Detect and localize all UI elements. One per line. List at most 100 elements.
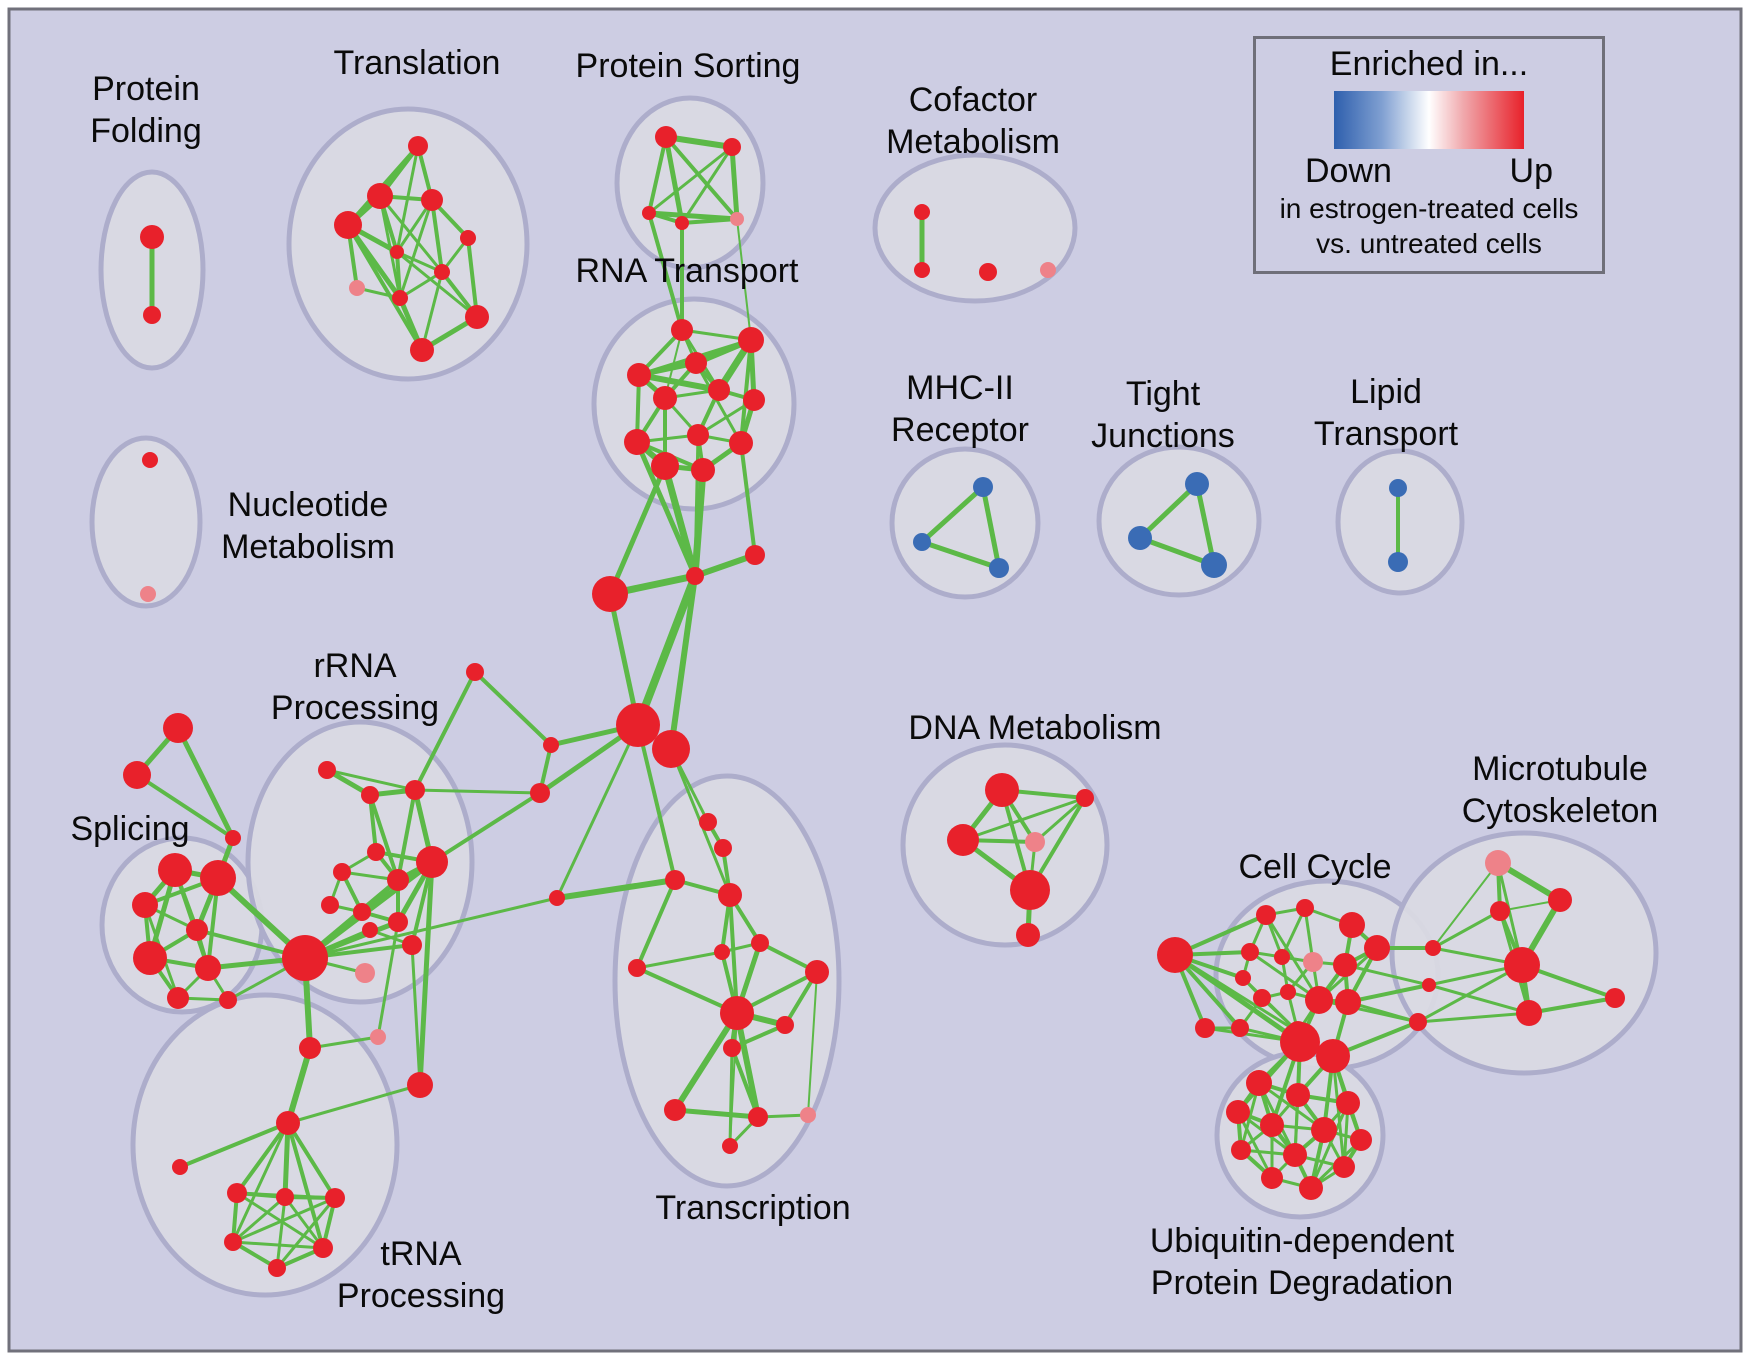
network-nodes bbox=[123, 126, 1625, 1277]
network-node bbox=[720, 996, 754, 1030]
cluster-label-ubiquitin-degradation: Ubiquitin-dependent Protein Degradation bbox=[1150, 1222, 1455, 1302]
network-edge bbox=[663, 134, 735, 150]
network-node bbox=[653, 386, 677, 410]
network-edge bbox=[607, 591, 641, 728]
network-node bbox=[714, 839, 732, 857]
network-edge bbox=[303, 896, 559, 960]
network-node bbox=[1336, 1091, 1360, 1115]
network-node bbox=[1516, 1000, 1542, 1026]
network-edge bbox=[635, 878, 677, 970]
network-node bbox=[722, 1138, 738, 1154]
network-node bbox=[1364, 935, 1390, 961]
network-node bbox=[123, 761, 151, 789]
legend-gradient-bar bbox=[1334, 91, 1524, 149]
cluster-label-cofactor-metabolism: Cofactor Metabolism bbox=[886, 81, 1060, 161]
network-node bbox=[914, 262, 930, 278]
network-edge bbox=[285, 1045, 313, 1126]
legend-caption-line1: in estrogen-treated cells bbox=[1279, 193, 1579, 224]
network-node bbox=[387, 869, 409, 891]
network-node bbox=[1303, 952, 1323, 972]
network-edge bbox=[607, 463, 668, 597]
network-node bbox=[1201, 552, 1227, 578]
network-edge bbox=[413, 788, 542, 795]
network-node bbox=[1339, 912, 1365, 938]
cluster-ellipse-cofactor-metabolism bbox=[872, 152, 1078, 304]
network-node bbox=[1235, 970, 1251, 986]
network-node bbox=[628, 959, 646, 977]
network-node bbox=[268, 1259, 286, 1277]
network-edge bbox=[1173, 953, 1300, 1034]
cluster-label-lipid-transport: Lipid Transport bbox=[1314, 373, 1459, 453]
network-node bbox=[224, 1233, 242, 1251]
network-node bbox=[685, 352, 707, 374]
network-edge bbox=[919, 539, 1002, 571]
network-edge bbox=[1309, 1101, 1350, 1190]
network-node bbox=[318, 761, 336, 779]
legend-endpoints: Down Up bbox=[1305, 152, 1553, 191]
network-node bbox=[158, 853, 192, 887]
network-edge bbox=[1343, 963, 1431, 987]
network-edge bbox=[919, 484, 986, 545]
network-node bbox=[276, 1188, 294, 1206]
network-edge bbox=[663, 134, 685, 226]
network-edge bbox=[376, 920, 400, 1039]
network-node bbox=[1010, 870, 1050, 910]
network-edge bbox=[282, 1120, 291, 1200]
network-node bbox=[616, 703, 660, 747]
network-node bbox=[1246, 1070, 1272, 1096]
network-edge bbox=[730, 1023, 787, 1050]
cluster-ellipse-transcription bbox=[612, 773, 842, 1189]
network-node bbox=[738, 327, 764, 353]
network-node bbox=[219, 991, 237, 1009]
network-node bbox=[675, 216, 689, 230]
network-edge bbox=[696, 398, 756, 437]
network-node bbox=[367, 183, 393, 209]
network-edge bbox=[417, 859, 435, 1088]
cluster-label-nucleotide-metabolism: Nucleotide Metabolism bbox=[221, 486, 395, 566]
network-node bbox=[353, 903, 371, 921]
cluster-label-rrna-processing: rRNA Processing bbox=[271, 647, 439, 727]
cluster-label-protein-sorting: Protein Sorting bbox=[576, 47, 801, 85]
network-node bbox=[1280, 984, 1296, 1000]
network-node bbox=[132, 892, 158, 918]
network-edge bbox=[664, 135, 739, 221]
network-node bbox=[1128, 526, 1152, 550]
network-edge bbox=[430, 791, 542, 864]
network-edge bbox=[286, 1121, 325, 1250]
network-node bbox=[723, 1039, 741, 1057]
legend-title: Enriched in... bbox=[1329, 45, 1529, 83]
network-node bbox=[1195, 1018, 1215, 1038]
cluster-labels: Protein Folding Translation Protein Sorting… bbox=[70, 44, 1658, 1315]
network-edge bbox=[398, 270, 444, 300]
network-node bbox=[367, 843, 385, 861]
network-node bbox=[421, 189, 443, 211]
network-edge bbox=[728, 1046, 734, 1148]
network-node bbox=[1256, 905, 1276, 925]
network-node bbox=[1548, 888, 1572, 912]
network-node bbox=[1286, 1083, 1310, 1107]
network-node bbox=[227, 1183, 247, 1203]
network-edge bbox=[420, 270, 444, 352]
network-node bbox=[325, 1188, 345, 1208]
network-edge bbox=[398, 198, 434, 300]
network-edge bbox=[1257, 1081, 1326, 1132]
network-edge bbox=[672, 1010, 740, 1113]
network-edge bbox=[308, 1035, 380, 1050]
network-node bbox=[947, 824, 979, 856]
network-node bbox=[1260, 1113, 1284, 1137]
cluster-label-transcription: Transcription bbox=[655, 1189, 850, 1227]
network-node bbox=[466, 663, 484, 681]
network-edge bbox=[231, 1195, 287, 1244]
network-node bbox=[665, 870, 685, 890]
network-edge bbox=[1432, 862, 1499, 949]
network-edge bbox=[646, 210, 740, 222]
network-node bbox=[743, 389, 765, 411]
network-edge bbox=[729, 144, 740, 222]
network-edge bbox=[1346, 983, 1431, 1004]
network-node bbox=[530, 783, 550, 803]
network-node bbox=[1305, 986, 1333, 1014]
cluster-label-trna-processing: tRNA Processing bbox=[337, 1235, 505, 1315]
network-node bbox=[333, 863, 351, 881]
network-node bbox=[627, 363, 651, 387]
network-node bbox=[1350, 1129, 1372, 1151]
